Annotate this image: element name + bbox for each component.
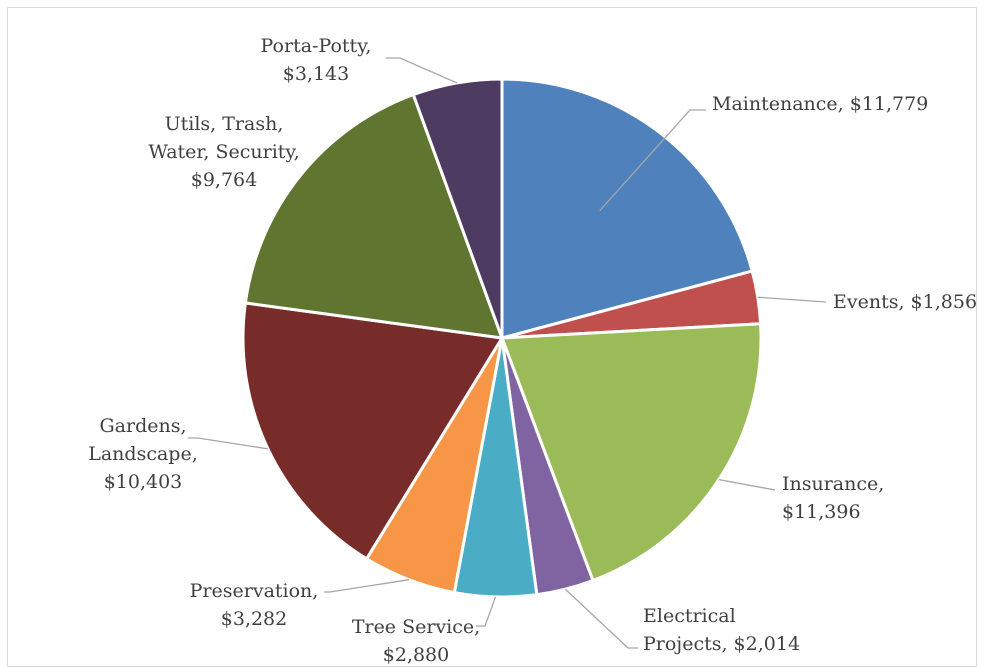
pie-slice-utils-trash-water-security xyxy=(243,92,505,340)
pie-slice-maintenance xyxy=(500,77,755,340)
data-label: Events, $1,856 xyxy=(833,291,977,313)
pie-slice-porta-potty xyxy=(411,77,504,339)
leader-line xyxy=(564,588,638,649)
leader-line xyxy=(599,109,706,212)
data-label: Porta-Potty, $3,143 xyxy=(261,35,372,85)
leader-line xyxy=(476,596,497,627)
pie-slice-gardens-landscape xyxy=(241,301,505,561)
data-label: Tree Service, $2,880 xyxy=(352,616,480,666)
leader-line xyxy=(188,437,269,450)
data-labels: Maintenance, $11,779 Events, $1,856 Insura… xyxy=(88,35,977,666)
leader-line xyxy=(386,57,458,84)
leader-lines xyxy=(188,57,827,649)
leader-line xyxy=(718,478,776,491)
data-label: Electrical Projects, $2,014 xyxy=(643,605,800,655)
data-label: Insurance, $11,396 xyxy=(782,473,884,523)
leader-line xyxy=(324,579,409,593)
data-label: Maintenance, $11,779 xyxy=(712,93,928,115)
pie-slices xyxy=(241,77,763,599)
data-label: Utils, Trash, Water, Security, $9,764 xyxy=(148,113,299,191)
leader-line xyxy=(757,296,827,303)
data-label: Gardens, Landscape, $10,403 xyxy=(88,415,198,493)
data-label: Preservation, $3,282 xyxy=(190,580,319,630)
pie-slice-insurance xyxy=(499,322,763,583)
